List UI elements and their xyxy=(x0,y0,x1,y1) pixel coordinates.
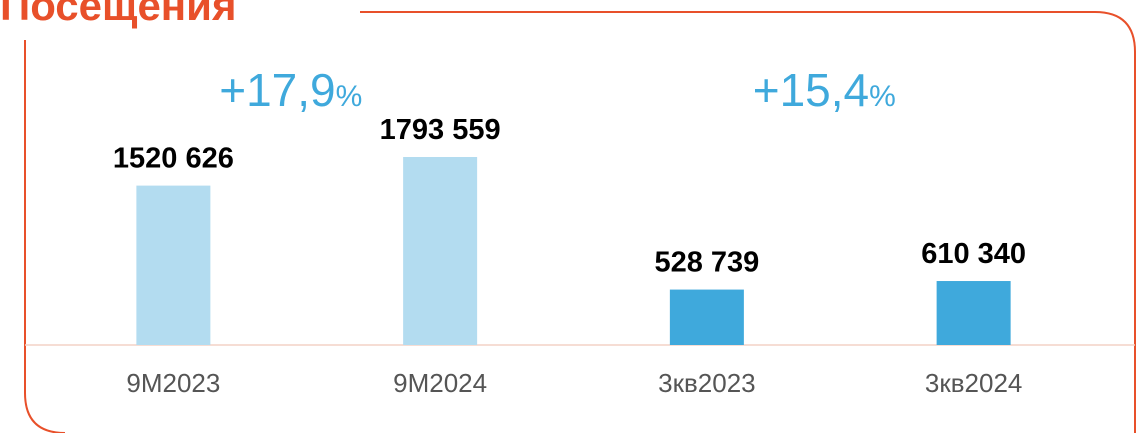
annotation-value: +17,9 xyxy=(219,64,335,116)
annotation: +15,4% xyxy=(753,64,896,116)
bar xyxy=(669,289,744,345)
value-label: 610 340 xyxy=(921,238,1026,270)
value-label: 1520 626 xyxy=(113,143,234,175)
bar xyxy=(136,185,211,345)
value-label: 1793 559 xyxy=(380,114,501,146)
bar xyxy=(403,157,478,345)
value-label: 528 739 xyxy=(654,247,759,279)
annotation-unit: % xyxy=(869,80,896,113)
chart-title: Посещения xyxy=(0,0,237,29)
annotation: +17,9% xyxy=(219,64,362,116)
bar xyxy=(936,281,1011,345)
x-tick-label: 9M2024 xyxy=(393,368,487,398)
x-tick-label: 9M2023 xyxy=(126,368,220,398)
annotation-unit: % xyxy=(336,80,363,113)
x-tick-label: 3кв2023 xyxy=(658,368,756,398)
annotation-value: +15,4 xyxy=(753,64,869,116)
x-tick-label: 3кв2024 xyxy=(925,368,1023,398)
